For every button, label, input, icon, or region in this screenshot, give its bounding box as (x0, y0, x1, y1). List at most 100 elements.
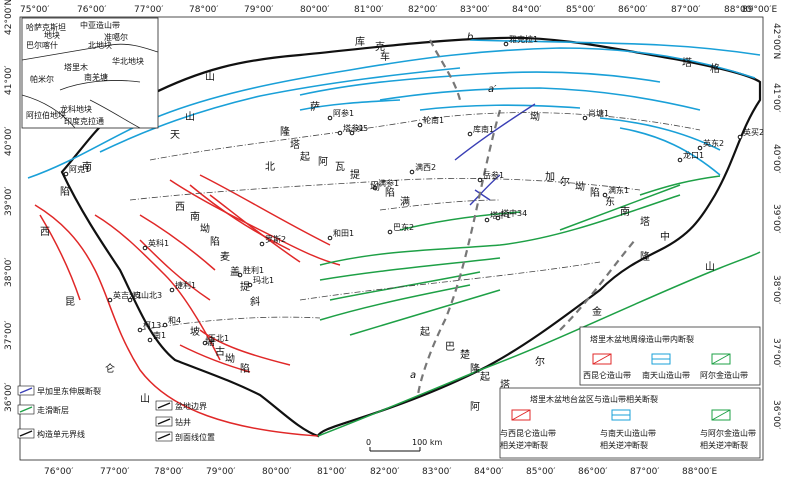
well-label: 塔中34 (501, 208, 527, 218)
tianshan-region-char: 天 (170, 130, 180, 141)
top-tick-label: 80°00′ (300, 5, 329, 15)
well-marker (372, 185, 378, 191)
left-legend-label: 盆地边界 (175, 401, 207, 411)
well-label: 阿克1 (69, 165, 90, 174)
well-label: 巴东2 (393, 222, 414, 232)
left-tick-label: 42°00′N (4, 0, 14, 35)
right-tick-label: 39°00′ (771, 204, 781, 233)
bottom-tick-label: 83°00′ (422, 467, 451, 477)
well-marker (327, 115, 333, 121)
legend-basin-label: 与阿尔金造山带 (700, 428, 756, 438)
well-marker (467, 131, 473, 137)
well-label: 满西2 (415, 162, 436, 172)
right-axis-labels: 42°00′N 41°00′ 40°00′ 39°00′ 38°00′ 37°00′ 36°… (771, 23, 781, 429)
kunlun-region-char: 金 (592, 305, 602, 318)
well-label: 捷利1 (175, 280, 196, 290)
central-region-char: 南 (620, 205, 630, 218)
central-region-char: 隆 (640, 250, 650, 263)
legend-tianshan-orogen: 南天山造山带 (642, 370, 690, 380)
well-marker (349, 130, 355, 136)
top-tick-label: 75°00′ (20, 5, 49, 15)
inset-label: 南羌塘 (84, 72, 108, 82)
top-tick-label: 78°00′ (189, 5, 218, 15)
right-tick-label: 41°00′ (771, 83, 781, 112)
well-label: 英吉沙1 (113, 290, 142, 300)
legend-altun-orogen: 阿尔金造山带 (700, 370, 748, 380)
top-tick-label: 77°00′ (134, 5, 163, 15)
well-label: 胜利1 (243, 265, 264, 275)
tianshan-region-char: 车 (380, 50, 390, 63)
central-region-char: 起 (480, 371, 490, 383)
legend-basin-label: 相关逆冲断裂 (700, 440, 748, 450)
well-marker (387, 229, 393, 235)
central-region-char: 提 (350, 169, 360, 181)
right-tick-label: 36°00′ (771, 400, 781, 429)
well-marker (602, 192, 608, 198)
left-legend-label: 走滑断层 (37, 405, 69, 415)
profile-letter: a (410, 370, 416, 381)
extension-faults (454, 103, 536, 206)
well-marker (677, 157, 683, 163)
bottom-tick-label: 77°00′ (100, 467, 129, 477)
inset-label: 准噶尔 (104, 32, 128, 42)
scale-bar: 0 100 km (366, 438, 442, 452)
bottom-tick-label: 78°00′ (154, 467, 183, 477)
central-region-char: 西 (175, 202, 185, 213)
central-region-char: 陷 (240, 362, 250, 375)
inset-label: 塔里木 (64, 62, 88, 72)
bottom-axis-labels: 76°00′ 77°00′ 78°00′ 79°00′ 80°00′ 81°00′ 82°0… (44, 467, 717, 477)
central-region-char: 隆 (470, 362, 480, 375)
tianshan-faults (27, 39, 761, 179)
inset-label: 巴尔喀什 (26, 40, 58, 50)
well-label: 塔中1 (490, 210, 511, 220)
top-tick-label: 83°00′ (460, 5, 489, 15)
legend-basin-label: 与西昆仑造山带 (500, 428, 556, 438)
bottom-tick-label: 88°00′E (682, 467, 717, 477)
inset-label: 北地块 (88, 40, 112, 50)
left-legend-label: 早加里东伸展断裂 (37, 386, 101, 396)
central-region-char: 塔 (640, 215, 650, 228)
well-label: 英买2 (743, 127, 764, 137)
legend-orogen-title: 塔里木盆地周缘造山带内断裂 (590, 334, 694, 344)
bottom-tick-label: 76°00′ (44, 467, 73, 477)
left-axis-labels: 42°00′N 41°00′ 40°00′ 39°00′ 38°00′ 37°00′ 36°… (4, 0, 14, 412)
left-tick-label: 39°00′ (4, 187, 14, 216)
left-tick-label: 41°00′ (4, 66, 14, 95)
well-marker (127, 297, 133, 303)
well-label: 英科1 (148, 238, 169, 248)
central-region-char: 满 (400, 196, 410, 208)
well-marker (247, 282, 253, 288)
well-marker (409, 169, 415, 175)
top-tick-label: 86°00′ (618, 5, 647, 15)
top-tick-label: 81°00′ (354, 5, 383, 15)
well-label: 轮南1 (423, 115, 444, 125)
well-marker (327, 235, 333, 241)
right-tick-label: 37°00′ (771, 338, 781, 367)
tianshan-region-char: 库 (355, 35, 365, 48)
well-marker (484, 217, 490, 223)
bottom-tick-label: 84°00′ (474, 467, 503, 477)
well-marker (259, 241, 265, 247)
well-label: 南1 (153, 330, 166, 340)
well-marker (202, 340, 208, 346)
well-label: 皮山北3 (133, 290, 162, 300)
inset-label: 中亚造山带 (80, 20, 120, 30)
well-label: 满东1 (608, 185, 629, 195)
well-marker (63, 171, 69, 177)
tianshan-region-char: 山 (185, 111, 195, 123)
legend-basin-label: 相关逆冲断裂 (500, 440, 548, 450)
tianshan-region-char: 坳 (530, 110, 540, 123)
central-region-char: 楚 (460, 348, 470, 361)
inset-label: 龙科地块 (60, 104, 92, 114)
left-tick-label: 40°00′ (4, 127, 14, 156)
profile-lines (416, 39, 636, 396)
central-region-char: 东 (605, 195, 615, 208)
well-label: 雅克拉1 (509, 34, 538, 44)
left-tick-label: 36°00′ (4, 383, 14, 412)
central-region-char: 瓦 (335, 162, 345, 173)
central-region-char: 坳 (200, 222, 210, 235)
central-region-char: 隆 (280, 125, 290, 138)
